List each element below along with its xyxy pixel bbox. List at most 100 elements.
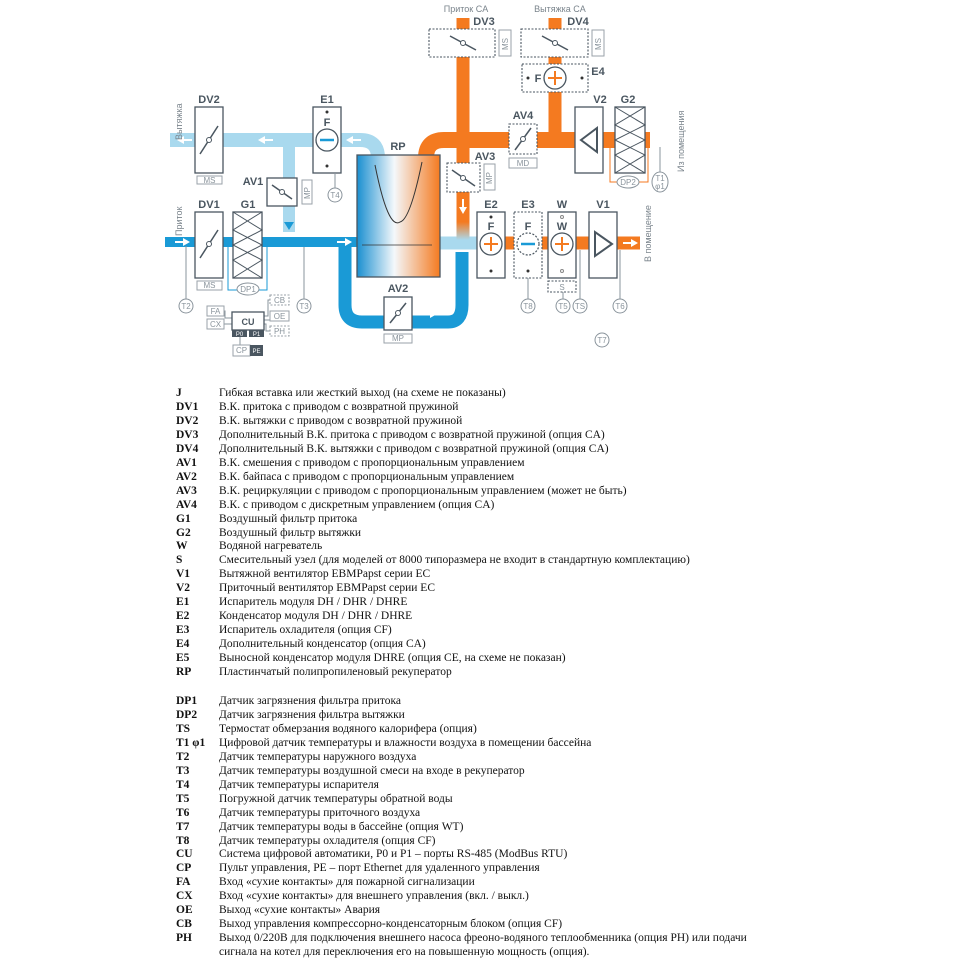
- arrow-right-icon: [175, 238, 190, 246]
- filter-g1: G1 DP1: [227, 199, 268, 296]
- cu-label: CU: [242, 317, 255, 327]
- v1-label: V1: [596, 199, 609, 211]
- mp-label: MP: [392, 334, 404, 343]
- legend-description: Испаритель охладителя (опция CF): [219, 624, 392, 637]
- legend-description: В.К. рециркуляции с приводом с пропорцио…: [219, 484, 627, 497]
- damper-av3: AV3 MP: [446, 151, 496, 193]
- dv4-label: DV4: [567, 16, 589, 28]
- damper-dv1: DV1 MS: [194, 199, 224, 291]
- legend-code: W: [176, 540, 188, 553]
- legend-description: Датчик загрязнения фильтра притока: [219, 695, 402, 707]
- ts-sensor: TS: [575, 302, 585, 311]
- dp2-sensor: DP2: [620, 178, 636, 187]
- legend-description: В.К. вытяжки с приводом с возвратной пру…: [219, 414, 463, 427]
- ms-label: MS: [501, 38, 510, 50]
- f-label: F: [324, 117, 331, 129]
- fan-v1: V1 T6 T7: [588, 199, 628, 348]
- legend-code: V2: [176, 582, 191, 595]
- exhaust-ca-label: Вытяжка CA: [534, 4, 586, 14]
- legend-code: S: [176, 554, 183, 567]
- legend-code: DV4: [176, 442, 199, 455]
- legend-code: OE: [176, 904, 193, 917]
- legend-code: AV4: [176, 498, 197, 511]
- legend-description: Выход 0/220В для подключения внешнего на…: [219, 932, 747, 945]
- md-label: MD: [517, 159, 530, 168]
- recuperator-rp: RP: [356, 141, 441, 278]
- arrow-left-icon: [258, 136, 273, 144]
- av1-label: AV1: [243, 176, 264, 188]
- ms-label: MS: [204, 281, 216, 290]
- s-mixing-unit: S: [559, 283, 564, 292]
- legend-description: Испаритель модуля DH / DHR / DHRE: [219, 596, 408, 609]
- e1-label: E1: [320, 94, 333, 106]
- dv3-label: DV3: [473, 16, 494, 28]
- legend-code: CB: [176, 918, 192, 931]
- ph-output: PH: [274, 327, 285, 336]
- dv2-label: DV2: [198, 94, 219, 106]
- evaporator-e1: E1 F T4: [312, 94, 343, 203]
- arrow-left-icon: [346, 136, 361, 144]
- legend-description: Датчик температуры наружного воздуха: [219, 750, 417, 763]
- legend-code: DP1: [176, 695, 198, 707]
- legend-description: Погружной датчик температуры обратной во…: [219, 792, 453, 805]
- legend-description: Датчик температуры охладителя (опция CF): [219, 834, 436, 847]
- pe-port: PE: [252, 349, 260, 355]
- p1-port: P1: [253, 332, 261, 338]
- legend-code: AV1: [176, 456, 197, 469]
- g1-label: G1: [241, 199, 256, 211]
- legend-description: Цифровой датчик температуры и влажности …: [219, 736, 592, 749]
- legend-code: CU: [176, 848, 193, 861]
- e2-label: E2: [484, 199, 497, 211]
- legend-description: В.К. смешения с приводом с пропорциональ…: [219, 456, 525, 469]
- condenser-e4: E4 F: [521, 63, 606, 93]
- control-unit-cu: FA CX CU P0 P1 CP PE CB OE PH: [206, 294, 290, 357]
- exhaust-label: Вытяжка: [174, 103, 184, 140]
- legend-description: Приточный вентилятор EBMPapst серии EC: [219, 582, 436, 595]
- legend-description: Воздушный фильтр вытяжки: [219, 526, 362, 539]
- damper-dv2: DV2 MS: [194, 94, 224, 185]
- w-symbol: W: [557, 221, 568, 233]
- t7-sensor: T7: [597, 336, 607, 345]
- legend-code: T3: [176, 764, 190, 777]
- dp1-sensor: DP1: [240, 285, 256, 294]
- w-label: W: [557, 199, 568, 211]
- t3-sensor: T3: [299, 302, 309, 311]
- ventilation-schematic: Приток CA Вытяжка CA Вытяжка Приток Из п…: [165, 4, 686, 357]
- damper-av4: AV4 MD: [508, 110, 538, 169]
- condenser-e2: E2 F: [476, 199, 506, 279]
- legend-code: G2: [176, 526, 191, 539]
- f-label: F: [535, 73, 542, 85]
- g2-label: G2: [621, 94, 636, 106]
- legend-code: DV1: [176, 400, 199, 413]
- t4-sensor: T4: [330, 191, 340, 200]
- cp-panel: CP: [236, 346, 247, 355]
- legend-code: T7: [176, 820, 190, 833]
- fa-input: FA: [211, 307, 221, 316]
- damper-av1: AV1 MP: [243, 176, 313, 207]
- legend-code: FA: [176, 876, 191, 889]
- cb-output: CB: [274, 296, 285, 305]
- cooler-e3: E3 F T8: [513, 199, 543, 314]
- mp-label: MP: [485, 172, 494, 184]
- legend-code: PH: [176, 932, 192, 945]
- to-room-label: В помещение: [643, 205, 653, 262]
- arrow-left-icon: [177, 136, 192, 144]
- phi1-sensor: φ1: [655, 182, 665, 191]
- legend-code: E2: [176, 610, 190, 623]
- legend-description-continued: сигнала на котел для переключения его на…: [219, 946, 590, 959]
- arrow-right-icon: [422, 310, 437, 318]
- arrow-right-icon: [337, 238, 352, 246]
- legend-description: Водяной нагреватель: [219, 540, 323, 553]
- legend-description: В.К. с приводом с дискретным управлением…: [219, 498, 495, 511]
- filter-g2: G2 DP2 T1 φ1: [609, 94, 669, 193]
- legend-description: Пульт управления, PE – порт Ethernet для…: [219, 862, 540, 875]
- legend-description: Конденсатор модуля DH / DHR / DHRE: [219, 610, 413, 623]
- av4-label: AV4: [513, 110, 534, 122]
- t1-sensor: T1: [655, 174, 665, 183]
- legend-code: E4: [176, 638, 190, 651]
- legend-description: Дополнительный конденсатор (опция CA): [219, 638, 426, 651]
- legend-description: Датчик температуры воды в бассейне (опци…: [219, 820, 464, 833]
- legend-code: V1: [176, 568, 191, 581]
- p0-port: P0: [236, 332, 244, 338]
- t5-sensor: T5: [558, 302, 568, 311]
